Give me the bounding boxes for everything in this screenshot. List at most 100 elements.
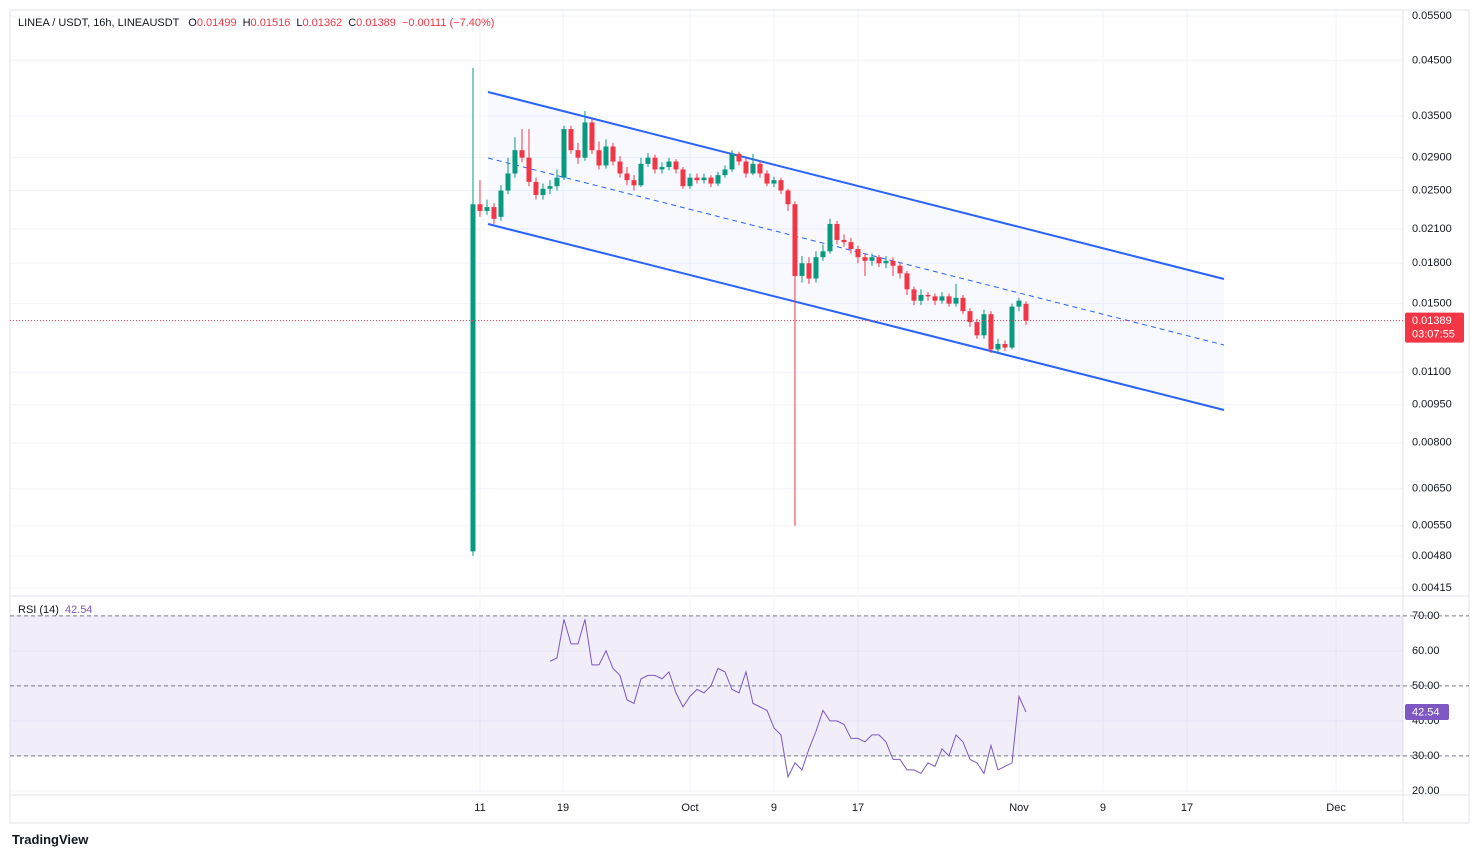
candle-body bbox=[582, 122, 588, 158]
channel-upper bbox=[487, 91, 1225, 280]
candle-body bbox=[680, 169, 686, 187]
close-value: 0.01389 bbox=[356, 17, 396, 29]
grid bbox=[10, 10, 1403, 793]
low-value: 0.01362 bbox=[302, 17, 343, 29]
candle-body bbox=[729, 153, 735, 170]
candle-body bbox=[659, 167, 665, 170]
candle-body bbox=[743, 161, 749, 174]
candle-body bbox=[953, 297, 959, 304]
candle-body bbox=[505, 173, 511, 191]
candle-body bbox=[554, 177, 560, 187]
candle-body bbox=[918, 294, 924, 301]
candle-body bbox=[624, 173, 630, 181]
x-tick-label: Nov bbox=[1009, 802, 1029, 814]
x-tick-label: 9 bbox=[1100, 802, 1106, 814]
candle-body bbox=[883, 260, 889, 264]
candle-body bbox=[897, 265, 903, 274]
candle-body bbox=[673, 161, 679, 170]
brand-logo[interactable]: TradingView bbox=[12, 832, 88, 847]
candle-body bbox=[533, 181, 539, 196]
candle-body bbox=[799, 263, 805, 276]
candle-body bbox=[547, 186, 553, 189]
candle-body bbox=[687, 177, 693, 187]
candle-body bbox=[694, 177, 700, 181]
rsi-header: RSI (14) 42.54 bbox=[18, 604, 93, 616]
candle-body bbox=[827, 223, 833, 252]
last-price-tag bbox=[1405, 312, 1464, 343]
candle-body bbox=[575, 150, 581, 158]
candle-body bbox=[470, 204, 476, 552]
ohlc-label: C bbox=[348, 17, 357, 29]
y-tick-label: 0.00550 bbox=[1412, 520, 1452, 532]
x-tick-label: 9 bbox=[771, 802, 777, 814]
symbol-header: LINEA / USDT, 16h, LINEAUSDT O0.01499 H0.… bbox=[18, 17, 500, 29]
candle-body bbox=[785, 190, 791, 205]
ohlc-label: L bbox=[296, 17, 303, 29]
candle-body bbox=[666, 161, 672, 168]
ohlc-label: H bbox=[242, 17, 251, 29]
frame bbox=[9, 9, 1470, 824]
y-tick-label: 0.04500 bbox=[1412, 54, 1452, 66]
y-tick-label: 0.00415 bbox=[1412, 582, 1452, 594]
y-tick-label: 0.02500 bbox=[1412, 184, 1452, 196]
candle-body bbox=[645, 157, 651, 164]
open-value: 0.01499 bbox=[196, 17, 237, 29]
y-tick-label: 0.01800 bbox=[1412, 257, 1452, 269]
channel-lower bbox=[487, 223, 1225, 411]
candle-body bbox=[834, 223, 840, 240]
y-tick-label: 60.00 bbox=[1412, 645, 1440, 657]
candle-body bbox=[904, 273, 910, 290]
x-tick-label: 19 bbox=[557, 802, 569, 814]
candle-body bbox=[967, 311, 973, 323]
candle-body bbox=[526, 157, 532, 182]
y-tick-label: 0.02900 bbox=[1412, 152, 1452, 164]
candle-body bbox=[771, 180, 777, 184]
y-tick-label: 0.00480 bbox=[1412, 550, 1452, 562]
candle-body bbox=[610, 146, 616, 162]
candle-body bbox=[715, 175, 721, 184]
y-tick-label: 0.01500 bbox=[1412, 298, 1452, 310]
rsi-title: RSI (14) bbox=[18, 604, 59, 616]
last-price-label: 0.01389 bbox=[1412, 315, 1452, 327]
candle-body bbox=[561, 129, 567, 178]
candle-body bbox=[512, 150, 518, 174]
candle-body bbox=[736, 153, 742, 162]
rsi-tag-label: 42.54 bbox=[1412, 706, 1440, 718]
candle-body bbox=[995, 344, 1001, 350]
candle-body bbox=[925, 294, 931, 297]
candle-body bbox=[540, 188, 546, 196]
x-tick-label: Dec bbox=[1326, 802, 1346, 814]
candle-body bbox=[596, 150, 602, 166]
x-tick-label: 17 bbox=[852, 802, 864, 814]
candle-body bbox=[589, 122, 595, 151]
y-tick-label: 0.01100 bbox=[1412, 366, 1451, 378]
candle-body bbox=[932, 296, 938, 301]
candle-body bbox=[603, 146, 609, 166]
candle-body bbox=[477, 204, 483, 211]
y-tick-label: 0.05500 bbox=[1412, 10, 1452, 22]
candle-body bbox=[855, 248, 861, 258]
countdown-label: 03:07:55 bbox=[1412, 329, 1455, 341]
rsi-tag bbox=[1405, 703, 1449, 720]
candle-body bbox=[869, 257, 875, 261]
symbol-title: LINEA / USDT, 16h, LINEAUSDT bbox=[18, 17, 180, 29]
candle-body bbox=[820, 251, 826, 258]
candle-body bbox=[841, 239, 847, 243]
candle-body bbox=[939, 296, 945, 301]
candle-body bbox=[484, 207, 490, 211]
x-tick-label: 11 bbox=[474, 802, 485, 814]
candle-body bbox=[981, 314, 987, 336]
x-tick-label: Oct bbox=[681, 802, 698, 814]
candle-body bbox=[638, 163, 644, 186]
candle-body bbox=[911, 289, 917, 301]
candle-body bbox=[806, 263, 812, 279]
candle-body bbox=[568, 129, 574, 151]
candle-body bbox=[757, 163, 763, 174]
candle-body bbox=[491, 207, 497, 219]
y-tick-label: 0.00650 bbox=[1412, 483, 1452, 495]
y-tick-label: 0.02100 bbox=[1412, 223, 1452, 235]
candle-body bbox=[792, 204, 798, 276]
candle-body bbox=[848, 242, 854, 249]
